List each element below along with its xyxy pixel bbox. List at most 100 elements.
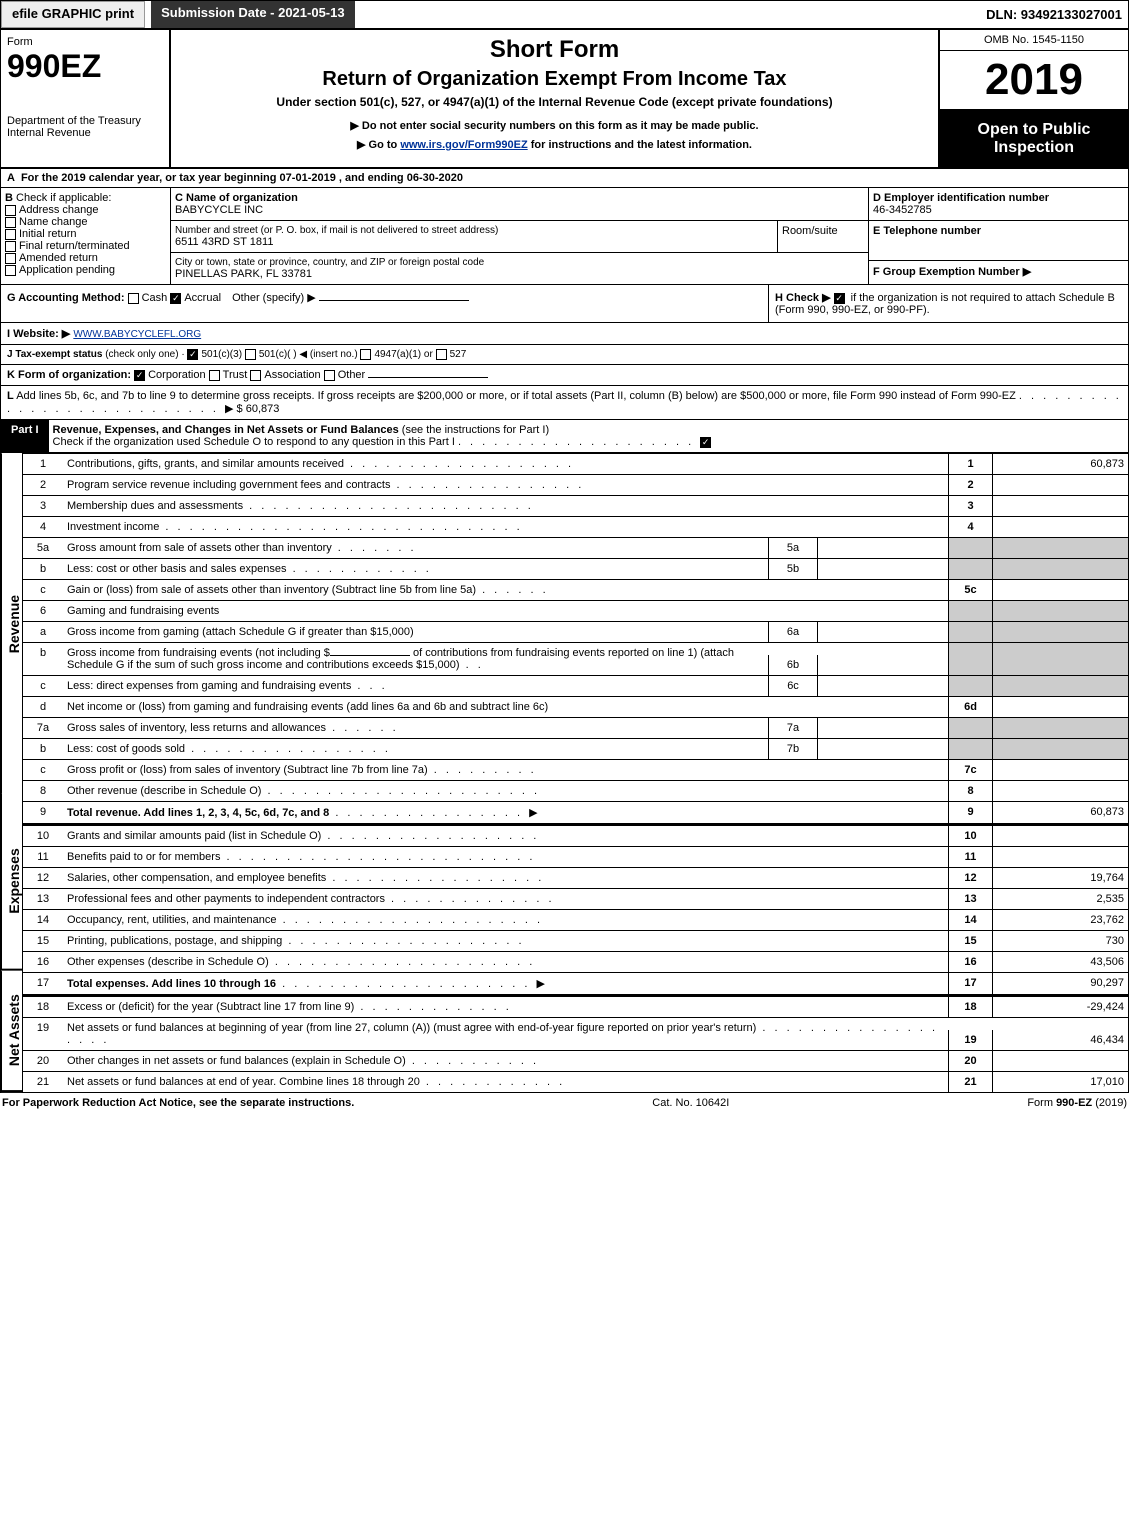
i-lbl: I Website: ▶ <box>7 328 70 340</box>
line-7c: cGross profit or (loss) from sales of in… <box>23 759 1128 780</box>
c-name-lbl: C Name of organization <box>175 192 864 204</box>
j-t2: 501(c)( ) <box>259 349 297 360</box>
line-16: 16Other expenses (describe in Schedule O… <box>23 951 1128 972</box>
chk-4947[interactable] <box>360 349 371 360</box>
opt-name: Name change <box>19 216 88 228</box>
j-row: J Tax-exempt status (check only one) · ✓… <box>1 345 1128 365</box>
line-11: 11Benefits paid to or for members . . . … <box>23 846 1128 867</box>
entity-block: B Check if applicable: Address change Na… <box>1 188 1128 285</box>
k-assoc: Association <box>264 369 320 381</box>
line-15: 15Printing, publications, postage, and s… <box>23 930 1128 951</box>
chk-assoc[interactable] <box>250 370 261 381</box>
submission-date-btn[interactable]: Submission Date - 2021-05-13 <box>151 1 355 28</box>
part1-sub: (see the instructions for Part I) <box>402 424 549 436</box>
chk-trust[interactable] <box>209 370 220 381</box>
under-section: Under section 501(c), 527, or 4947(a)(1)… <box>177 95 932 109</box>
h-lbl: H Check ▶ <box>775 292 834 304</box>
part1-label: Part I <box>1 420 49 452</box>
chk-name-change[interactable] <box>5 217 16 228</box>
part1-heading: Revenue, Expenses, and Changes in Net As… <box>53 424 399 436</box>
gh-row: G Accounting Method: Cash ✓Accrual Other… <box>1 285 1128 323</box>
d-lbl: D Employer identification number <box>873 192 1124 204</box>
line-12: 12Salaries, other compensation, and empl… <box>23 867 1128 888</box>
line-7b: bLess: cost of goods sold . . . . . . . … <box>23 738 1128 759</box>
form-container: efile GRAPHIC print Submission Date - 20… <box>0 0 1129 1093</box>
year-box: OMB No. 1545-1150 2019 Open to Public In… <box>938 30 1128 167</box>
label-b: B <box>5 192 13 204</box>
l-txt: Add lines 5b, 6c, and 7b to line 9 to de… <box>16 390 1016 402</box>
j-sub: (check only one) · <box>105 349 184 360</box>
city-val: PINELLAS PARK, FL 33781 <box>175 268 864 280</box>
top-bar: efile GRAPHIC print Submission Date - 20… <box>1 1 1128 30</box>
line-7a: 7aGross sales of inventory, less returns… <box>23 717 1128 738</box>
chk-initial-return[interactable] <box>5 229 16 240</box>
chk-501c[interactable] <box>245 349 256 360</box>
chk-h[interactable]: ✓ <box>834 293 845 304</box>
efile-link[interactable]: efile GRAPHIC print <box>1 1 145 28</box>
opt-initial: Initial return <box>19 228 76 240</box>
form-id-box: Form 990EZ Department of the Treasury In… <box>1 30 171 167</box>
side-revenue: Revenue <box>1 453 22 794</box>
chk-address-change[interactable] <box>5 205 16 216</box>
short-form-title: Short Form <box>177 36 932 64</box>
line-4: 4Investment income . . . . . . . . . . .… <box>23 516 1128 537</box>
line-6a: aGross income from gaming (attach Schedu… <box>23 621 1128 642</box>
page-footer: For Paperwork Reduction Act Notice, see … <box>0 1093 1129 1113</box>
goto-suffix: for instructions and the latest informat… <box>528 139 752 151</box>
k-corp: Corporation <box>148 369 205 381</box>
chk-other[interactable] <box>324 370 335 381</box>
chk-527[interactable] <box>436 349 447 360</box>
box-b: B Check if applicable: Address change Na… <box>1 188 171 284</box>
omb-no: OMB No. 1545-1150 <box>940 30 1128 51</box>
opt-accrual: Accrual <box>184 292 221 304</box>
line-10: 10Grants and similar amounts paid (list … <box>23 825 1128 846</box>
chk-accrual[interactable]: ✓ <box>170 293 181 304</box>
text-a: For the 2019 calendar year, or tax year … <box>21 172 463 184</box>
line-6c: cLess: direct expenses from gaming and f… <box>23 675 1128 696</box>
org-name: BABYCYCLE INC <box>175 204 864 216</box>
line-3: 3Membership dues and assessments . . . .… <box>23 495 1128 516</box>
l-lbl: L <box>7 390 14 402</box>
part1-header: Part I Revenue, Expenses, and Changes in… <box>1 420 1128 453</box>
line-6b: bGross income from fundraising events (n… <box>23 642 1128 675</box>
line-8: 8Other revenue (describe in Schedule O) … <box>23 780 1128 801</box>
chk-pending[interactable] <box>5 265 16 276</box>
j-lbl: J Tax-exempt status <box>7 349 102 360</box>
header: Form 990EZ Department of the Treasury In… <box>1 30 1128 169</box>
line-2: 2Program service revenue including gover… <box>23 474 1128 495</box>
website-link[interactable]: WWW.BABYCYCLEFL.ORG <box>73 329 201 340</box>
street-lbl: Number and street (or P. O. box, if mail… <box>175 225 773 236</box>
line-9: 9Total revenue. Add lines 1, 2, 3, 4, 5c… <box>23 801 1128 825</box>
part1-table: Revenue Expenses Net Assets 1Contributio… <box>1 453 1128 1092</box>
goto-prefix: ▶ Go to <box>357 139 400 151</box>
dln-label: DLN: 93492133027001 <box>980 1 1128 28</box>
chk-cash[interactable] <box>128 293 139 304</box>
j-t4: 527 <box>450 349 467 360</box>
chk-501c3[interactable]: ✓ <box>187 349 198 360</box>
chk-part1[interactable]: ✓ <box>700 437 711 448</box>
k-lbl: K Form of organization: <box>7 369 131 381</box>
l-val: ▶ $ 60,873 <box>225 403 279 415</box>
e-lbl: E Telephone number <box>873 225 1124 237</box>
line-items: 1Contributions, gifts, grants, and simil… <box>23 453 1128 1092</box>
irs-label: Internal Revenue <box>7 127 163 139</box>
tax-year: 2019 <box>940 51 1128 111</box>
return-title: Return of Organization Exempt From Incom… <box>177 68 932 91</box>
line-14: 14Occupancy, rent, utilities, and mainte… <box>23 909 1128 930</box>
chk-amended[interactable] <box>5 253 16 264</box>
line-5c: cGain or (loss) from sale of assets othe… <box>23 579 1128 600</box>
form-label: Form <box>7 36 163 48</box>
opt-pending: Application pending <box>19 264 115 276</box>
chk-corp[interactable]: ✓ <box>134 370 145 381</box>
line-5b: bLess: cost or other basis and sales exp… <box>23 558 1128 579</box>
cat-no: Cat. No. 10642I <box>354 1097 1027 1109</box>
label-a: A <box>7 172 15 184</box>
g-lbl: G Accounting Method: <box>7 292 125 304</box>
j-t2s: ◀ (insert no.) <box>299 349 357 360</box>
irs-link[interactable]: www.irs.gov/Form990EZ <box>400 139 527 151</box>
ssn-warning: ▶ Do not enter social security numbers o… <box>177 119 932 132</box>
side-expenses: Expenses <box>1 794 22 971</box>
chk-final-return[interactable] <box>5 241 16 252</box>
line-18: 18Excess or (deficit) for the year (Subt… <box>23 996 1128 1017</box>
k-row: K Form of organization: ✓Corporation Tru… <box>1 365 1128 386</box>
